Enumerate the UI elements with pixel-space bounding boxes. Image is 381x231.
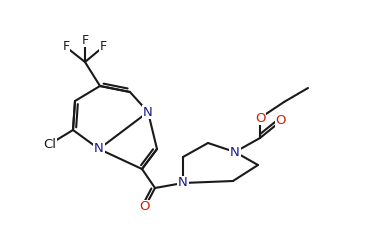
Text: F: F [62, 40, 70, 54]
Text: O: O [276, 115, 286, 128]
Text: O: O [140, 201, 150, 213]
Text: F: F [99, 40, 107, 54]
Text: N: N [178, 176, 188, 189]
Text: N: N [94, 143, 104, 155]
Text: O: O [255, 112, 265, 125]
Text: F: F [82, 33, 88, 46]
Text: N: N [143, 106, 153, 119]
Text: N: N [230, 146, 240, 158]
Text: Cl: Cl [43, 137, 56, 151]
